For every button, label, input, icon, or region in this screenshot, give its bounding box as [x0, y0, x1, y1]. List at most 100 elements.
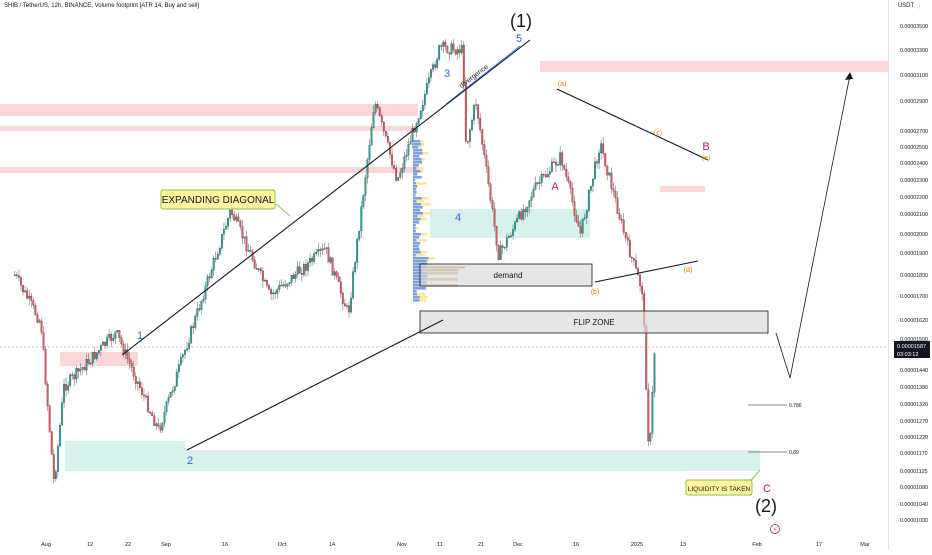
volume-profile-node: [421, 203, 431, 206]
candle-bear: [319, 249, 322, 251]
volume-profile-bar: [413, 140, 421, 143]
candle-bear: [198, 308, 201, 310]
candle-bear: [462, 44, 465, 84]
candle-bull: [194, 316, 197, 328]
volume-profile-node: [420, 170, 424, 173]
candle-bull: [350, 297, 352, 313]
current-price-text: 0.00001587: [897, 344, 926, 350]
candle-bull: [171, 390, 174, 393]
candle-bull: [510, 235, 512, 237]
candle-bull: [282, 284, 285, 286]
time-tick-label: 22: [125, 542, 131, 548]
price-tick-label: 0.00001000: [900, 518, 928, 524]
candle-bear: [305, 264, 307, 271]
volume-profile-node: [416, 182, 427, 185]
candle-bear: [577, 221, 580, 227]
candle-bull: [374, 104, 377, 113]
candle-bear: [380, 115, 383, 123]
candle-bull: [438, 45, 441, 60]
liquidity-callout: [685, 479, 753, 496]
candle-bear: [614, 191, 617, 198]
candle-bull: [315, 252, 318, 254]
candle-bear: [341, 293, 344, 304]
volume-profile-node: [421, 197, 429, 200]
candle-bull: [608, 172, 611, 176]
candle-bull: [368, 145, 371, 160]
divergence-line: [445, 45, 521, 105]
candle-bear: [376, 104, 379, 108]
candle-bear: [384, 131, 387, 137]
candle-bear: [563, 165, 566, 170]
volume-profile-bar: [413, 188, 417, 191]
diagonal-lower-line: [186, 319, 444, 451]
candle-bull: [407, 144, 410, 156]
volume-profile-bar: [413, 197, 422, 200]
triangle-upper-line: [556, 88, 709, 161]
candle-bear: [245, 236, 248, 252]
subwave-c-label: (c): [654, 130, 662, 137]
candle-bull: [227, 218, 229, 227]
candle-bull: [528, 200, 531, 208]
candle-bear: [501, 245, 504, 248]
projection-path: [775, 74, 851, 379]
volume-profile-node: [416, 239, 427, 242]
candle-bull: [177, 364, 180, 373]
volume-profile-node: [418, 146, 423, 149]
candle-bull: [167, 397, 170, 402]
candle-bull: [370, 127, 373, 146]
time-tick-label: 21: [478, 542, 484, 548]
candle-bull: [425, 83, 428, 95]
candle-bull: [175, 371, 178, 387]
volume-profile-node: [421, 233, 428, 236]
candle-bull: [63, 383, 65, 403]
candle-bear: [126, 349, 129, 359]
candle-bull: [653, 353, 656, 393]
candle-bear: [42, 332, 45, 350]
wave-A-label: A: [551, 181, 559, 193]
candle-bull: [399, 172, 402, 178]
candle-bear: [628, 240, 631, 258]
candle-bear: [311, 258, 313, 262]
candle-bull: [321, 248, 324, 251]
volume-profile-node: [416, 200, 424, 203]
candle-bull: [346, 305, 348, 307]
price-axis[interactable]: 0.00003500 0.00003300 0.00003100 0.00002900…: [888, 0, 932, 550]
candle-bear: [134, 376, 137, 384]
candle-bull: [592, 178, 594, 187]
candle-bull: [218, 248, 221, 255]
candle-bull: [419, 110, 422, 119]
candle-bear: [446, 46, 449, 53]
volume-profile-bar: [413, 191, 417, 194]
candle-bear: [253, 259, 256, 269]
candle-bull: [546, 174, 549, 178]
candle-bull: [313, 253, 316, 262]
candle-bear: [579, 226, 582, 234]
candle-bull: [423, 94, 426, 106]
chart-header: SHIB / TetherUS, 12h, BINANCE, Volume fo…: [4, 3, 199, 9]
candle-bear: [237, 216, 240, 222]
price-axis-svg: 0.00003500 0.00003300 0.00003100 0.00002900…: [894, 24, 930, 524]
candle-bear: [452, 43, 455, 51]
candle-bear: [440, 45, 443, 47]
candle-bear: [466, 141, 469, 143]
time-axis[interactable]: Aug 12 22 Sep 16 Oct 14 Nov 11 21 Dec 16 2025 13 Feb 17…: [0, 536, 888, 550]
candle-bull: [518, 211, 521, 219]
candle-bull: [499, 245, 502, 260]
volume-profile-bar: [413, 251, 421, 254]
candle-bear: [15, 274, 18, 276]
candle-bear: [571, 188, 574, 202]
flip-zone-box: [419, 310, 769, 334]
lightning-icon[interactable]: [770, 524, 780, 534]
candle-bear: [626, 237, 629, 241]
price-tick-label: 0.00002300: [900, 178, 928, 184]
candle-bull: [548, 171, 551, 175]
candle-bear: [132, 367, 135, 377]
candle-bear: [378, 107, 381, 116]
candle-bear: [255, 268, 258, 270]
candle-bear: [483, 144, 486, 156]
candle-bear: [143, 394, 145, 397]
candle-bull: [538, 182, 541, 184]
candle-bear: [477, 104, 480, 119]
candle-bear: [622, 219, 625, 233]
